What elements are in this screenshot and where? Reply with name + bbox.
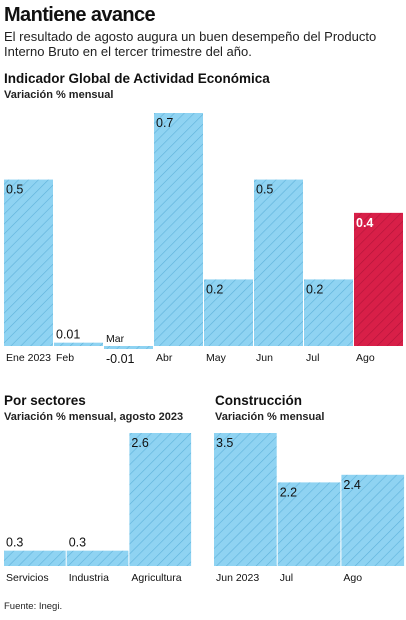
sectors-bar (129, 433, 192, 566)
igae-chart-title: Indicador Global de Actividad Económica (4, 71, 270, 86)
construction-chart-subtitle: Variación % mensual (215, 411, 325, 423)
source-note: Fuente: Inegi. (4, 601, 63, 612)
construction-chart-title: Construcción (215, 393, 303, 408)
igae-bar (354, 212, 403, 346)
igae-value-label: 0.4 (356, 216, 373, 230)
igae-bar (54, 342, 103, 346)
igae-bar (254, 179, 303, 346)
sectors-bar (66, 550, 129, 566)
igae-value-label: -0.01 (106, 352, 135, 366)
igae-category-label: Jun (256, 352, 273, 364)
construction-category-label: Jun 2023 (216, 572, 259, 584)
construction-bar (277, 482, 341, 566)
igae-bar (204, 279, 253, 346)
sectors-category-label: Servicios (6, 572, 49, 584)
igae-value-label: 0.7 (156, 116, 173, 130)
construction-category-label: Jul (280, 572, 293, 584)
igae-value-label: 0.01 (56, 328, 80, 342)
construction-value-label: 3.5 (216, 436, 233, 450)
construction-bar (214, 433, 277, 566)
igae-bar (104, 346, 153, 349)
construction-value-label: 2.2 (280, 485, 297, 499)
igae-bar (304, 279, 353, 346)
igae-category-label: Abr (156, 352, 173, 364)
igae-category-label: May (206, 352, 227, 364)
igae-value-label: 0.5 (6, 183, 23, 197)
igae-category-label: Ago (356, 352, 375, 364)
igae-category-label: Mar (106, 333, 125, 345)
igae-value-label: 0.2 (206, 282, 223, 296)
page-subtitle: El resultado de agosto augura un buen de… (4, 29, 377, 59)
igae-chart-subtitle: Variación % mensual (4, 89, 114, 101)
sectors-chart-subtitle: Variación % mensual, agosto 2023 (4, 411, 184, 423)
construction-category-label: Ago (343, 572, 362, 584)
construction-bar (341, 474, 405, 566)
sectors-bar (4, 550, 66, 566)
igae-category-label: Feb (56, 352, 74, 364)
igae-category-label: Jul (306, 352, 319, 364)
sectors-value-label: 2.6 (131, 436, 148, 450)
igae-category-label: Ene 2023 (6, 352, 51, 364)
sectors-category-label: Agricultura (131, 572, 181, 584)
construction-value-label: 2.4 (343, 478, 360, 492)
sectors-chart-title: Por sectores (4, 393, 86, 408)
sectors-category-label: Industria (69, 572, 109, 584)
igae-value-label: 0.5 (256, 183, 273, 197)
sectors-value-label: 0.3 (69, 536, 86, 550)
page-title: Mantiene avance (4, 4, 156, 26)
sectors-value-label: 0.3 (6, 536, 23, 550)
igae-bar (154, 113, 203, 346)
igae-bar (4, 179, 53, 346)
igae-value-label: 0.2 (306, 282, 323, 296)
